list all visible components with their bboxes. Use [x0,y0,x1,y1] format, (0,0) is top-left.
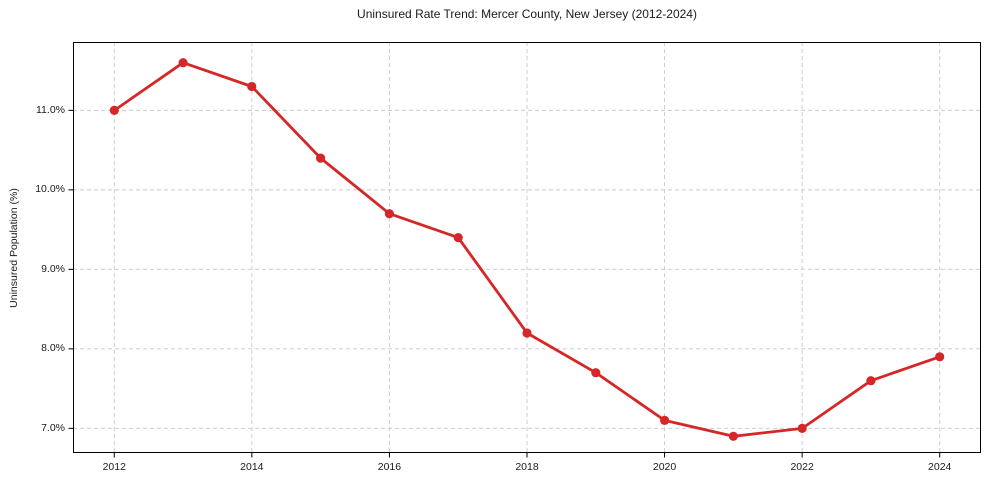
data-point-2013 [178,58,188,68]
line-chart [68,42,981,458]
data-point-2022 [797,423,807,433]
x-tick-label-2018: 2018 [515,461,539,473]
data-point-2015 [316,153,326,163]
data-point-2012 [109,105,119,115]
data-point-2019 [591,368,601,378]
y-axis-label-text: Uninsured Population (%) [8,187,20,308]
data-point-2023 [866,376,876,386]
data-point-2021 [728,431,739,441]
y-tick-label-8.0%: 8.0% [41,342,65,355]
x-tick-label-2016: 2016 [377,461,402,473]
x-tick-label-2014: 2014 [240,461,264,473]
y-tick-label-10.0%: 10.0% [35,183,65,196]
y-tick-label-7.0%: 7.0% [41,421,65,434]
x-tick-label-2024: 2024 [928,461,952,473]
x-tick-label-2022: 2022 [790,461,814,473]
data-point-2018 [522,328,532,338]
data-point-2020 [660,415,670,425]
plot-area [68,42,981,458]
plot-border [73,42,981,453]
y-tick-label-11.0%: 11.0% [36,103,65,116]
data-point-2016 [384,209,394,219]
y-tick-label-9.0%: 9.0% [41,262,65,275]
x-tick-label-2020: 2020 [652,461,677,473]
x-tick-label-2012: 2012 [102,461,126,473]
data-point-2017 [453,233,463,243]
data-point-2024 [935,352,945,362]
chart-title: Uninsured Rate Trend: Mercer County, New… [357,7,697,21]
data-point-2014 [247,81,257,92]
